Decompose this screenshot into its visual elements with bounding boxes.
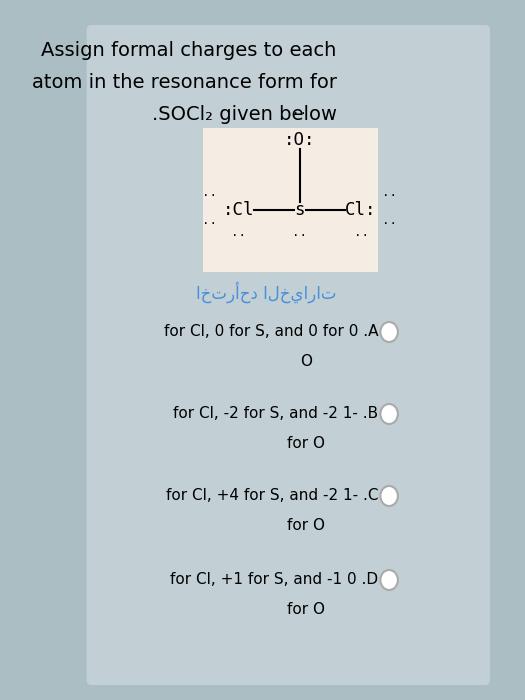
Circle shape [380,322,398,342]
Text: اخترأحد الخيارات: اخترأحد الخيارات [196,281,337,302]
Text: for Cl, -2 for S, and -2 1- .B: for Cl, -2 for S, and -2 1- .B [173,407,379,421]
Text: Assign formal charges to each: Assign formal charges to each [41,41,337,60]
Text: ··: ·· [383,190,397,202]
Text: .SOCl₂ given below: .SOCl₂ given below [152,104,337,123]
Text: ··: ·· [231,230,246,242]
Text: for Cl, +4 for S, and -2 1- .C: for Cl, +4 for S, and -2 1- .C [166,489,379,503]
Text: for O: for O [287,519,325,533]
FancyBboxPatch shape [203,128,377,272]
Circle shape [380,486,398,506]
Circle shape [380,404,398,424]
Text: Cl:: Cl: [345,201,377,219]
Text: O: O [300,354,312,370]
Text: ··: ·· [292,108,307,120]
Circle shape [380,570,398,590]
Text: s: s [295,201,305,219]
Text: ··: ·· [353,230,369,242]
FancyBboxPatch shape [87,25,490,685]
Text: ··: ·· [292,230,307,242]
Text: atom in the resonance form for: atom in the resonance form for [32,73,337,92]
Text: ··: ·· [202,218,217,230]
Text: for O: for O [287,603,325,617]
Text: for Cl, 0 for S, and 0 for 0 .A: for Cl, 0 for S, and 0 for 0 .A [164,325,379,340]
Text: ··: ·· [383,218,397,230]
Text: for Cl, +1 for S, and -1 0 .D: for Cl, +1 for S, and -1 0 .D [171,573,379,587]
Text: :Cl: :Cl [223,201,254,219]
Text: ··: ·· [202,190,217,202]
Text: for O: for O [287,437,325,452]
Text: :O:: :O: [284,131,316,149]
